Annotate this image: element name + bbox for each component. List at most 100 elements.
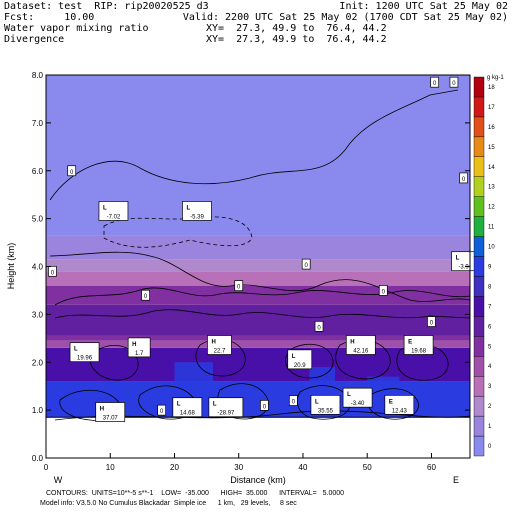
extreme-label: L 35.55 [310, 394, 341, 415]
x-tick-label: 60 [427, 463, 436, 472]
zero-contour-label: 0 [430, 76, 440, 88]
zero-contour-label: 0 [67, 165, 77, 177]
extreme-label: E 19.68 [403, 335, 434, 355]
contour-line [103, 216, 253, 248]
contour-line [49, 251, 471, 302]
colorbar-swatch [473, 296, 485, 317]
extreme-value: 42.16 [353, 348, 369, 354]
svg-text:0: 0 [462, 177, 466, 183]
colorbar-swatch [473, 236, 485, 257]
y-axis: 0.0 1.0 2.0 3.0 4.0 5.0 6.0 7.0 8.0 [32, 71, 470, 463]
extreme-letter: E [389, 399, 393, 405]
colorbar-tick-label: 12 [488, 205, 495, 211]
extreme-letter: L [292, 354, 296, 360]
shaded-layer [46, 340, 470, 348]
x-axis: 0 10 20 30 40 50 60 [44, 453, 436, 472]
footer-contours: CONTOURS: UNITS=10**-5 s**-1 LOW= -35.00… [46, 490, 345, 497]
colorbar-unit: g kg-1 [487, 75, 504, 81]
colorbar-swatch [473, 395, 485, 417]
extreme-value: -3.9 [458, 265, 469, 271]
colorbar-tick-label: 18 [488, 85, 495, 91]
extreme-label: L -3.9 [451, 251, 476, 272]
svg-text:0: 0 [433, 81, 437, 87]
x-tick-label: 30 [234, 463, 243, 472]
colorbar-swatch [473, 376, 485, 397]
contour-line [54, 309, 471, 319]
extreme-label: L-5.39 [182, 201, 212, 221]
contour-line [285, 343, 334, 379]
extreme-value: 35.55 [318, 408, 334, 414]
zero-contour-label: 0 [48, 265, 57, 277]
svg-text:0: 0 [317, 325, 321, 331]
extreme-value: 19.68 [411, 348, 427, 354]
colorbar-tick-label: 6 [488, 324, 492, 330]
svg-text:0: 0 [144, 294, 148, 300]
extreme-value: -3.40 [351, 401, 365, 407]
colorbar-tick-label: 0 [488, 444, 492, 450]
svg-text:0: 0 [51, 270, 55, 276]
header-xy-1: XY= 27.3, 49.9 to 76.4, 44.2 [206, 23, 387, 34]
colorbar-tick-label: 2 [488, 404, 492, 410]
y-tick-label: 8.0 [32, 71, 44, 80]
zero-contour-label: 0 [157, 404, 166, 416]
contour-line [49, 89, 459, 201]
colorbar-tick-label: 8 [488, 284, 492, 290]
colorbar-tick-label: 5 [488, 344, 492, 350]
svg-text:0: 0 [263, 404, 267, 410]
extreme-label: L 14.68 [172, 397, 203, 418]
shaded-layer [46, 285, 470, 305]
colorbar-tick-label: 15 [488, 145, 495, 151]
extreme-value: -5.39 [190, 214, 204, 220]
colorbar-tick-label: 3 [488, 384, 492, 390]
contour-labels: 00 000000000000L-7.02L-5.39L-3.9L19.96H1.… [48, 76, 476, 422]
colorbar-swatch [473, 176, 485, 197]
shaded-layer [46, 304, 470, 336]
colorbar-tick-label: 1 [488, 424, 492, 430]
extreme-label: L-28.97 [208, 397, 244, 418]
extreme-label: L 20.9 [287, 349, 313, 370]
extreme-label: L-3.40 [342, 387, 373, 408]
extreme-value: -7.02 [107, 214, 121, 220]
extreme-value: 1.7 [135, 351, 144, 357]
extreme-letter: L [315, 399, 319, 405]
extreme-letter: L [74, 347, 78, 353]
header-dataset: Dataset: test RIP: rip20020525 d3 [4, 1, 209, 12]
zero-contour-label: 0 [141, 289, 150, 301]
y-tick-label: 3.0 [32, 310, 44, 319]
colorbar-tick-label: 4 [488, 364, 492, 370]
svg-text:0: 0 [305, 263, 309, 269]
colorbar-swatch [473, 136, 485, 157]
svg-text:0: 0 [382, 289, 386, 295]
shaded-layer [46, 235, 470, 260]
shaded-layer [46, 271, 470, 286]
colorbar-swatch [473, 216, 485, 237]
extreme-label: L 19.96 [69, 342, 100, 363]
svg-text:0: 0 [237, 285, 241, 291]
header-forecast: Fcst: 10.00 [4, 12, 95, 23]
colorbar-tick-label: 9 [488, 265, 492, 271]
extreme-letter: L [103, 205, 107, 211]
header-init: Init: 1200 UTC Sat 25 May 02 [339, 1, 508, 12]
zero-contour-label: 0 [459, 172, 468, 184]
y-tick-label: 6.0 [32, 167, 44, 176]
zero-contour-label: 0 [449, 76, 459, 88]
extreme-letter: L [213, 402, 217, 408]
shaded-layer [46, 335, 470, 341]
colorbar-swatch [473, 96, 485, 118]
x-tick-label: 0 [44, 463, 49, 472]
extreme-value: 20.9 [294, 363, 306, 369]
colorbar-tick-label: 10 [488, 245, 495, 251]
colorbar-swatch [473, 256, 485, 277]
header-field-1: Water vapor mixing ratio [4, 23, 149, 34]
colorbar-tick-label: 11 [488, 225, 495, 231]
x-tick-label: 50 [363, 463, 372, 472]
footer-model-info: Model info: V3.5.0 No Cumulus Blackadar … [40, 500, 297, 507]
colorbar-swatch [473, 76, 485, 98]
extreme-letter: L [347, 392, 351, 398]
zero-contour-label: 0 [378, 285, 388, 296]
svg-text:0: 0 [430, 321, 434, 327]
shaded-layer [46, 347, 470, 382]
zero-contour-label: 0 [260, 399, 269, 411]
